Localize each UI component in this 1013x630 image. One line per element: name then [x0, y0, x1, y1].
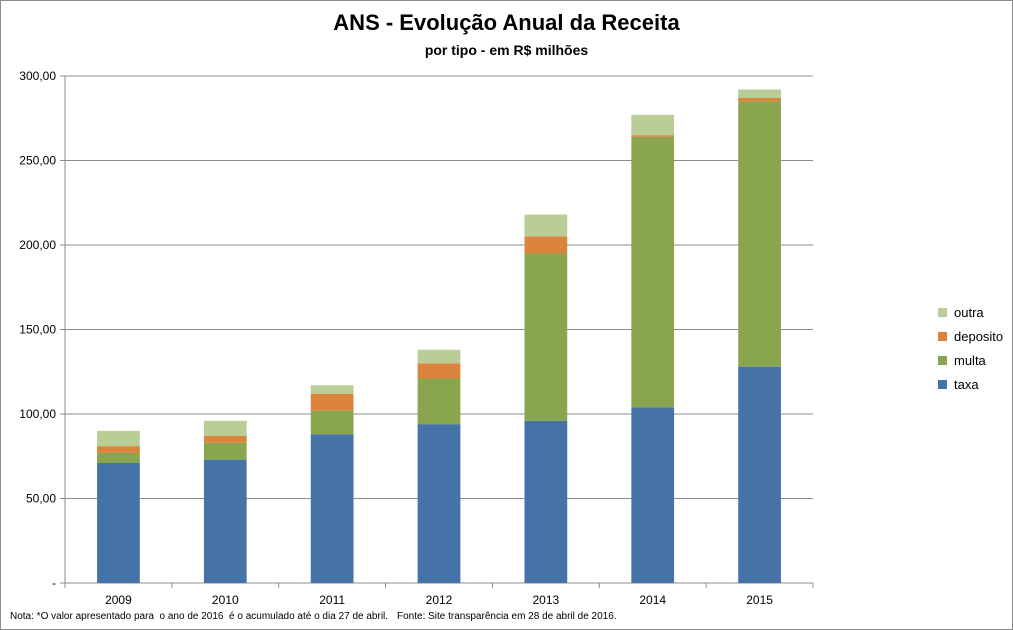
chart-title: ANS - Evolução Anual da Receita — [333, 10, 680, 35]
bar-outra-2014 — [631, 114, 675, 136]
bar-taxa-2010 — [203, 459, 247, 583]
x-tick-label: 2015 — [746, 593, 773, 607]
legend-label: deposito — [954, 328, 1004, 344]
x-tick-label: 2009 — [105, 593, 132, 607]
bar-deposito-2013 — [524, 236, 568, 254]
bar-taxa-2015 — [738, 366, 781, 583]
x-tick-label: 2011 — [319, 593, 345, 607]
legend-swatch — [938, 379, 947, 389]
y-tick-label: 250,00 — [19, 154, 56, 168]
bar-deposito-2012 — [417, 363, 461, 379]
y-tick-label: 300,00 — [19, 69, 56, 83]
y-tick-label: 50,00 — [26, 492, 56, 506]
y-tick-label: - — [52, 576, 56, 590]
bar-multa-2014 — [631, 136, 675, 408]
bar-taxa-2011 — [310, 434, 354, 583]
x-tick-label: 2014 — [639, 593, 666, 607]
bar-deposito-2015 — [738, 97, 781, 102]
bar-outra-2015 — [738, 89, 781, 98]
chart-subtitle: por tipo - em R$ milhões — [424, 42, 589, 58]
bar-multa-2012 — [417, 378, 461, 425]
x-tick-label: 2010 — [212, 593, 239, 607]
legend-item-outra: outra — [938, 300, 1003, 324]
legend-item-taxa: taxa — [938, 372, 1003, 396]
source-note: Fonte: Site transparência em 28 de abril… — [397, 611, 617, 622]
bar-deposito-2010 — [203, 435, 247, 443]
x-tick-label: 2013 — [533, 593, 560, 607]
legend-item-deposito: deposito — [938, 324, 1003, 348]
footnote: Nota: *O valor apresentado para o ano de… — [10, 611, 389, 622]
legend-label: multa — [954, 352, 986, 368]
bar-outra-2012 — [417, 349, 461, 364]
chart-legend: outra deposito multa taxa — [938, 300, 1003, 396]
y-tick-label: 100,00 — [19, 407, 56, 421]
legend-swatch — [938, 331, 947, 341]
bar-multa-2010 — [203, 442, 247, 460]
bar-outra-2011 — [310, 385, 354, 394]
legend-label: taxa — [954, 376, 979, 392]
legend-label: outra — [954, 304, 984, 320]
bar-multa-2015 — [738, 101, 781, 367]
bar-taxa-2013 — [524, 420, 568, 583]
y-tick-label: 150,00 — [19, 323, 56, 337]
bar-multa-2009 — [97, 452, 140, 464]
bar-deposito-2009 — [97, 446, 140, 453]
legend-swatch — [938, 355, 947, 365]
legend-item-multa: multa — [938, 348, 1003, 372]
bar-taxa-2012 — [417, 424, 461, 583]
y-tick-label: 200,00 — [19, 238, 56, 252]
bar-taxa-2014 — [631, 407, 675, 583]
bar-multa-2013 — [524, 253, 568, 421]
legend-swatch — [938, 307, 947, 317]
bar-multa-2011 — [310, 410, 354, 435]
bar-outra-2009 — [97, 430, 140, 447]
bar-deposito-2011 — [310, 393, 354, 411]
bar-outra-2010 — [203, 420, 247, 436]
bar-deposito-2014 — [631, 135, 675, 137]
bar-taxa-2009 — [97, 463, 140, 583]
bar-outra-2013 — [524, 214, 568, 237]
x-tick-label: 2012 — [426, 593, 453, 607]
